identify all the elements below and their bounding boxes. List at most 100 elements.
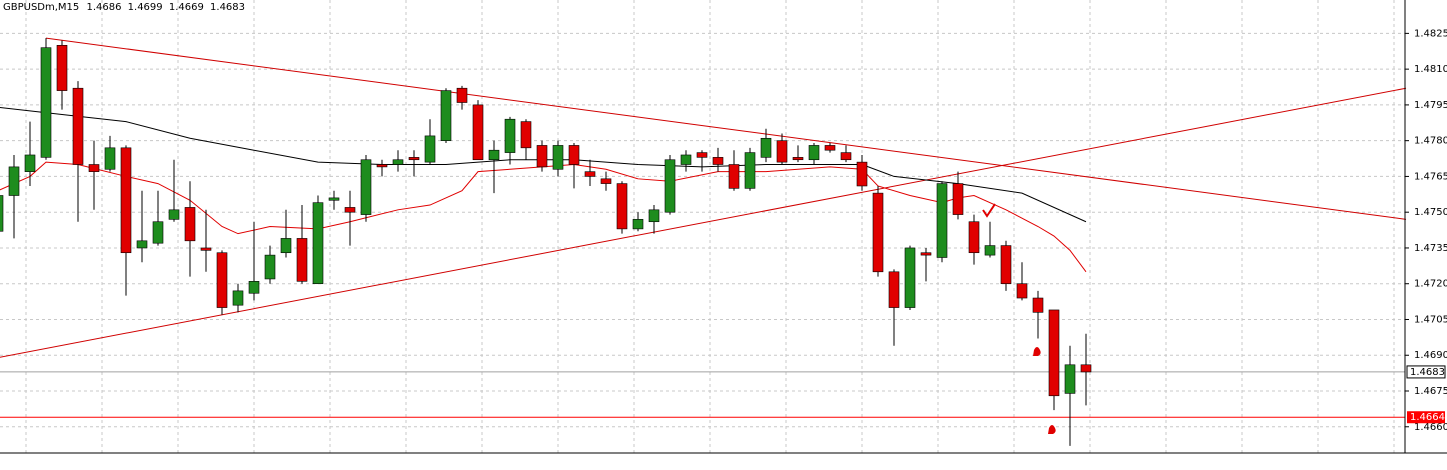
candle-body	[504, 118, 516, 153]
candle-body	[1000, 245, 1012, 285]
candle-body	[696, 152, 708, 158]
candle-body	[920, 252, 932, 256]
candle-body	[344, 207, 356, 213]
candle-body	[424, 135, 436, 163]
candle-body	[456, 87, 468, 103]
symbol: GBPUSDm,M15	[3, 2, 79, 13]
candle-body	[936, 183, 948, 258]
y-tick-label: 1.4675	[1414, 386, 1447, 397]
candle-body	[1080, 364, 1092, 373]
candle-body	[984, 245, 996, 256]
plot	[0, 37, 1407, 446]
header-high: 1.4699	[128, 2, 163, 13]
candle-body	[856, 161, 868, 187]
y-tick-label: 1.4660	[1414, 422, 1447, 433]
candle-body	[296, 238, 308, 282]
candle-body	[1048, 309, 1060, 397]
candle-body	[600, 178, 612, 184]
candle-body	[248, 281, 260, 294]
y-tick-label: 1.4765	[1414, 171, 1447, 182]
candle-body	[24, 154, 36, 172]
signal-icon	[1033, 347, 1041, 356]
current-price-box	[1406, 365, 1446, 379]
candle-body	[632, 219, 644, 230]
y-tick-label: 1.4825	[1414, 28, 1447, 39]
candle-body	[136, 240, 148, 249]
y-tick-label: 1.4720	[1414, 279, 1447, 290]
candle-body	[120, 147, 132, 254]
y-tick-label: 1.4735	[1414, 243, 1447, 254]
trend-line	[0, 87, 1407, 358]
candle-body	[152, 221, 164, 244]
candle-body	[824, 145, 836, 151]
signal-icon	[1048, 425, 1056, 434]
candle-body	[56, 44, 68, 91]
level-price-label: 1.4664	[1410, 412, 1445, 423]
candle-body	[0, 195, 4, 232]
y-tick-label: 1.4690	[1414, 350, 1447, 361]
candle-body	[952, 183, 964, 215]
candle-body	[888, 271, 900, 308]
candle-body	[744, 152, 756, 189]
candle-body	[616, 183, 628, 230]
trend-line	[45, 37, 1407, 220]
candle-body	[200, 247, 212, 251]
signal-icon	[982, 203, 996, 218]
candle-body	[872, 192, 884, 273]
candle-body	[72, 87, 84, 165]
candle-body	[360, 159, 372, 215]
candle-body	[168, 209, 180, 220]
candle-body	[232, 290, 244, 306]
y-tick-label: 1.4750	[1414, 207, 1447, 218]
candle-body	[216, 252, 228, 308]
candle-body	[728, 164, 740, 189]
candle-body	[8, 166, 20, 196]
candle-body	[968, 221, 980, 254]
candle-body	[840, 152, 852, 161]
candle-body	[520, 121, 532, 149]
candle-body	[552, 145, 564, 170]
candle-body	[808, 145, 820, 161]
candle-body	[1064, 364, 1076, 394]
candle-body	[680, 154, 692, 165]
candle-body	[328, 197, 340, 201]
candle-body	[488, 149, 500, 161]
candle-body	[472, 104, 484, 161]
candle-body	[264, 254, 276, 280]
candle-body	[376, 164, 388, 168]
candle-body	[184, 207, 196, 242]
candle-body	[280, 238, 292, 254]
candle-body	[312, 202, 324, 285]
candle-body	[568, 145, 580, 165]
y-tick-label: 1.4780	[1414, 136, 1447, 147]
y-tick-label: 1.4795	[1414, 100, 1447, 111]
level-price-box	[1407, 411, 1445, 424]
candle-body	[904, 247, 916, 308]
candle-body	[1016, 283, 1028, 299]
y-tick-label: 1.4705	[1414, 314, 1447, 325]
grid: 1.4825 1.4810 1.4795 1.4780 1.4765 1.4750 1.47…	[0, 0, 1447, 453]
candle-body	[648, 209, 660, 223]
candle-body	[392, 159, 404, 165]
candle-body	[104, 147, 116, 170]
candle-body	[792, 157, 804, 161]
candle-body	[88, 164, 100, 172]
candle-body	[664, 159, 676, 213]
candle-body	[40, 47, 52, 158]
header-low: 1.4669	[169, 2, 204, 13]
candle-body	[440, 90, 452, 141]
candle-body	[584, 171, 596, 177]
candle-body	[1032, 297, 1044, 313]
candle-body	[776, 140, 788, 163]
header-close: 1.4683	[210, 2, 245, 13]
current-price-label: 1.4683	[1410, 367, 1445, 378]
candle-body	[760, 137, 772, 158]
candle-body	[408, 157, 420, 161]
y-tick-label: 1.4810	[1414, 64, 1447, 75]
candle-body	[536, 145, 548, 168]
candle-body	[712, 157, 724, 165]
header: GBPUSDm,M15 1.4686 1.4699 1.4669 1.4683	[3, 2, 245, 13]
header-open: 1.4686	[86, 2, 121, 13]
